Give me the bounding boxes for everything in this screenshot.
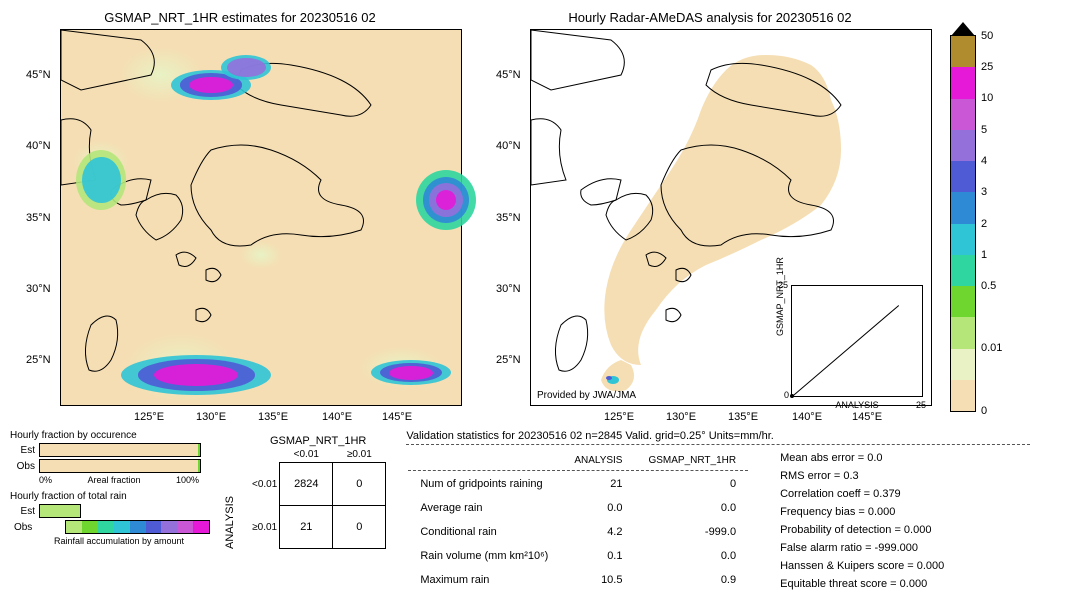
ytick: 45°N [496, 69, 521, 81]
metric-row: Frequency bias = 0.000 [780, 503, 944, 521]
inset-scatter: ANALYSIS GSMAP_NRT_1HR 25 0 25 [791, 285, 923, 397]
totalrain-title: Hourly fraction of total rain [10, 491, 210, 502]
ytick: 30°N [496, 283, 521, 295]
xtick: 140°E [792, 411, 822, 423]
scatter-point [790, 394, 794, 398]
right-map: 25°N 30°N 35°N 40°N 45°N 125°E 130°E 135… [530, 29, 932, 406]
right-map-panel: Hourly Radar-AMeDAS analysis for 2023051… [480, 10, 940, 420]
rain-blob [371, 360, 451, 385]
xtick: 135°E [258, 411, 288, 423]
ytick: 35°N [26, 212, 51, 224]
stats-table: ANALYSISGSMAP_NRT_1HR Num of gridpoints … [406, 449, 750, 593]
xtick: 145°E [852, 411, 882, 423]
left-map-panel: GSMAP_NRT_1HR estimates for 20230516 02 … [10, 10, 470, 420]
colorbar-label: 5 [981, 124, 987, 136]
bars-section: Hourly fraction by occurence Est Obs 0% … [10, 430, 210, 610]
metric-row: Mean abs error = 0.0 [780, 449, 944, 467]
xtick: 130°E [666, 411, 696, 423]
xtick: 145°E [382, 411, 412, 423]
colorbar: 502510543210.50.010 [950, 35, 976, 412]
metric-row: Hanssen & Kuipers score = 0.000 [780, 557, 944, 575]
colorbar-label: 50 [981, 30, 993, 42]
colorbar-label: 3 [981, 186, 987, 198]
bar-row: Est [10, 504, 210, 518]
metrics-list: Mean abs error = 0.0RMS error = 0.3Corre… [780, 449, 944, 593]
xtick: 130°E [196, 411, 226, 423]
occurrence-title: Hourly fraction by occurence [10, 430, 210, 441]
ytick: 25°N [496, 354, 521, 366]
ytick: 40°N [496, 140, 521, 152]
contingency-table: GSMAP_NRT_1HR ANALYSIS <0.01≥0.01 <0.01 … [230, 435, 386, 610]
bar-row: Obs [10, 459, 210, 473]
rain-blob [76, 150, 126, 210]
rain-blob [416, 170, 476, 230]
colorbar-label: 4 [981, 155, 987, 167]
rain-blob [121, 355, 271, 395]
ytick: 35°N [496, 212, 521, 224]
bar-row: Est [10, 443, 210, 457]
inset-ylabel: GSMAP_NRT_1HR [775, 257, 785, 336]
ytick: 30°N [26, 283, 51, 295]
colorbar-label: 0.01 [981, 342, 1002, 354]
metric-row: Probability of detection = 0.000 [780, 521, 944, 539]
ytick: 25°N [26, 354, 51, 366]
right-map-title: Hourly Radar-AMeDAS analysis for 2023051… [480, 10, 940, 25]
ytick: 45°N [26, 69, 51, 81]
metric-row: Equitable threat score = 0.000 [780, 575, 944, 593]
inset-xlabel: ANALYSIS [835, 400, 878, 410]
colorbar-arrow-icon [951, 22, 975, 36]
colorbar-label: 0.5 [981, 280, 996, 292]
validation-stats: Validation statistics for 20230516 02 n=… [406, 430, 1030, 610]
xtick: 135°E [728, 411, 758, 423]
colorbar-label: 25 [981, 61, 993, 73]
ytick: 40°N [26, 140, 51, 152]
colorbar-label: 2 [981, 218, 987, 230]
metric-row: RMS error = 0.3 [780, 467, 944, 485]
metric-row: False alarm ratio = -999.000 [780, 539, 944, 557]
colorbar-label: 1 [981, 249, 987, 261]
left-map: 25°N 30°N 35°N 40°N 45°N 125°E 130°E 135… [60, 29, 462, 406]
rain-blob [221, 55, 271, 80]
colorbar-label: 0 [981, 405, 987, 417]
xtick: 140°E [322, 411, 352, 423]
metric-row: Correlation coeff = 0.379 [780, 485, 944, 503]
bar-row: Obs [10, 520, 210, 534]
colorbar-panel: 50 25 10 5 4 3 2 1 0.5 0.01 0 [950, 10, 1030, 420]
provided-text: Provided by JWA/JMA [537, 390, 636, 401]
left-map-title: GSMAP_NRT_1HR estimates for 20230516 02 [10, 10, 470, 25]
validation-header: Validation statistics for 20230516 02 n=… [406, 430, 1030, 445]
xtick: 125°E [134, 411, 164, 423]
colorbar-label: 10 [981, 92, 993, 104]
xtick: 125°E [604, 411, 634, 423]
